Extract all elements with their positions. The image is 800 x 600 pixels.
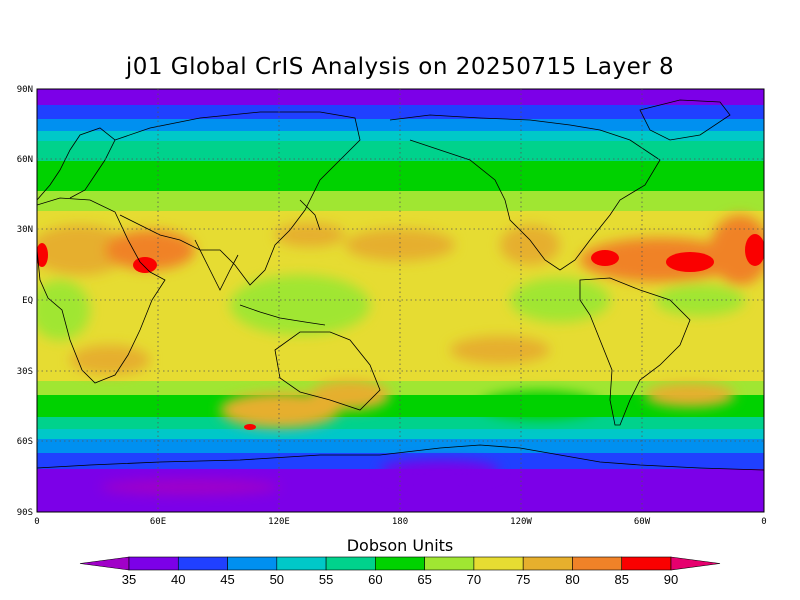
colorbar-cell: [227, 556, 278, 571]
colorbar-arrow-high: [670, 556, 721, 571]
lat-label: 90N: [17, 85, 33, 95]
grid-lines: [37, 89, 764, 512]
colorbar-cell: [473, 556, 524, 571]
lon-label: 0: [34, 517, 39, 527]
colorbar-tick-label: 75: [515, 572, 531, 587]
lat-label: 30N: [17, 225, 33, 235]
colorbar-cell: [325, 556, 376, 571]
longitude-labels: 0 60E 120E 180 120W 60W 0: [34, 517, 766, 527]
colorbar-tick-label: 60: [368, 572, 383, 587]
lon-label: 60W: [634, 517, 651, 527]
lon-label: 120W: [510, 517, 532, 527]
colorbar-arrow-low: [79, 556, 130, 571]
colorbar-cell: [375, 556, 425, 571]
colorbar-cell: [572, 556, 623, 571]
map-title: j01 Global CrIS Analysis on 20250715 Lay…: [125, 54, 675, 80]
coastlines: [37, 99, 764, 471]
colorbar-cell: [522, 556, 573, 571]
colorbar-tick-label: 65: [417, 572, 432, 587]
colorbar-tick-label: 45: [220, 572, 235, 587]
lon-label: 0: [761, 517, 766, 527]
colorbar-cell: [621, 556, 672, 571]
colorbar-tick-label: 70: [466, 572, 482, 587]
colorbar-cell: [276, 556, 327, 571]
colorbar-tick-label: 55: [318, 572, 334, 587]
colorbar-tick-label: 85: [614, 572, 629, 587]
lon-label: 180: [392, 517, 408, 527]
colorbar-cell: [177, 556, 228, 571]
colorbar-tick-label: 80: [565, 572, 580, 587]
latitude-labels: 90N 60N 30N EQ 30S 60S 90S: [17, 85, 33, 518]
lat-label: 60S: [17, 437, 33, 447]
lon-label: 120E: [268, 517, 290, 527]
colorbar-title: Dobson Units: [346, 536, 454, 555]
lat-label: 60N: [17, 155, 33, 165]
lat-label: EQ: [22, 296, 33, 306]
colorbar-tick-label: 40: [171, 572, 186, 587]
ozone-field: [37, 89, 764, 512]
colorbar-tick-label: 90: [663, 572, 679, 587]
lat-label: 30S: [17, 367, 33, 377]
map-border: [36, 88, 765, 513]
colorbar-tick-label: 50: [269, 572, 285, 587]
lat-label: 90S: [17, 508, 33, 518]
colorbar-cell: [424, 556, 475, 571]
colorbar-tick-label: 35: [121, 572, 137, 587]
colorbar-cell: [128, 556, 179, 571]
colorbar: [79, 556, 721, 571]
lon-label: 60E: [150, 517, 166, 527]
